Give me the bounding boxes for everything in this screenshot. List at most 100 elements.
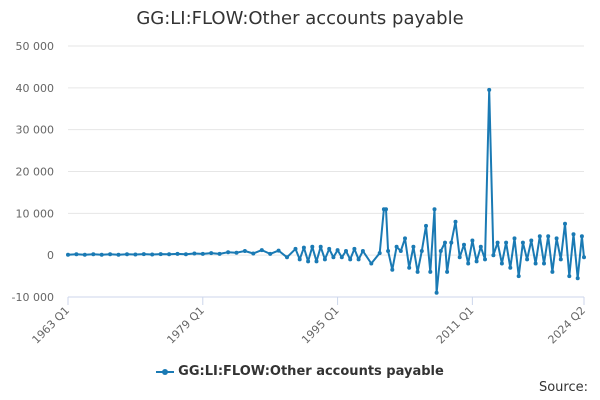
- data-point[interactable]: [508, 265, 513, 270]
- data-point[interactable]: [457, 255, 462, 260]
- data-point[interactable]: [318, 244, 323, 249]
- data-point[interactable]: [116, 252, 121, 257]
- data-point[interactable]: [558, 257, 563, 262]
- data-point[interactable]: [491, 253, 496, 258]
- data-point[interactable]: [167, 252, 172, 257]
- data-point[interactable]: [99, 252, 104, 257]
- data-point[interactable]: [133, 252, 138, 257]
- data-point[interactable]: [434, 290, 439, 295]
- data-point[interactable]: [438, 249, 443, 253]
- data-point[interactable]: [432, 207, 437, 212]
- data-point[interactable]: [66, 252, 70, 257]
- data-point[interactable]: [322, 257, 327, 262]
- data-point[interactable]: [542, 261, 546, 266]
- data-point[interactable]: [516, 274, 521, 279]
- data-point[interactable]: [546, 234, 551, 239]
- data-point[interactable]: [443, 240, 447, 245]
- data-point[interactable]: [242, 249, 247, 253]
- data-point[interactable]: [415, 269, 420, 274]
- data-point[interactable]: [91, 252, 96, 257]
- data-point[interactable]: [537, 234, 542, 239]
- data-point[interactable]: [419, 249, 424, 253]
- data-point[interactable]: [356, 257, 361, 262]
- data-point[interactable]: [478, 244, 483, 249]
- data-point[interactable]: [285, 255, 289, 260]
- data-point[interactable]: [428, 269, 433, 274]
- data-point[interactable]: [74, 252, 79, 257]
- data-point[interactable]: [411, 244, 416, 249]
- legend[interactable]: GG:LI:FLOW:Other accounts payable: [0, 364, 600, 379]
- data-point[interactable]: [407, 265, 412, 270]
- data-point[interactable]: [466, 261, 471, 266]
- data-point[interactable]: [352, 246, 357, 251]
- data-point[interactable]: [474, 259, 479, 264]
- data-point[interactable]: [297, 257, 302, 262]
- data-point[interactable]: [293, 246, 298, 251]
- data-point[interactable]: [398, 249, 403, 253]
- data-point[interactable]: [82, 252, 87, 257]
- data-point[interactable]: [276, 248, 281, 253]
- data-point[interactable]: [183, 252, 188, 257]
- data-point[interactable]: [579, 234, 584, 239]
- data-point[interactable]: [301, 245, 306, 250]
- data-point[interactable]: [234, 250, 239, 255]
- data-point[interactable]: [520, 240, 525, 245]
- data-point[interactable]: [327, 246, 332, 251]
- data-point[interactable]: [567, 274, 572, 279]
- data-point[interactable]: [384, 207, 388, 212]
- data-point[interactable]: [141, 252, 146, 257]
- data-point[interactable]: [310, 244, 315, 249]
- data-point[interactable]: [487, 87, 492, 92]
- data-point[interactable]: [499, 261, 504, 266]
- x-tick-label: 1963 Q1: [30, 304, 73, 347]
- data-point[interactable]: [470, 238, 475, 243]
- data-point[interactable]: [209, 251, 214, 256]
- data-point[interactable]: [554, 236, 559, 241]
- data-point[interactable]: [453, 219, 458, 224]
- data-point[interactable]: [424, 223, 428, 228]
- x-tick-label: 1979 Q1: [164, 304, 207, 347]
- data-point[interactable]: [339, 255, 344, 260]
- data-point[interactable]: [344, 249, 348, 253]
- data-point[interactable]: [150, 252, 155, 257]
- data-point[interactable]: [563, 221, 567, 226]
- data-point[interactable]: [394, 244, 399, 249]
- data-point[interactable]: [175, 251, 180, 256]
- data-point[interactable]: [483, 257, 487, 262]
- data-point[interactable]: [533, 261, 538, 266]
- data-point[interactable]: [386, 249, 391, 253]
- data-point[interactable]: [369, 261, 374, 266]
- data-point[interactable]: [306, 259, 311, 264]
- data-point[interactable]: [495, 240, 500, 245]
- data-point[interactable]: [504, 240, 509, 245]
- data-point[interactable]: [268, 251, 273, 256]
- data-point[interactable]: [390, 267, 395, 272]
- data-point[interactable]: [445, 269, 450, 274]
- data-point[interactable]: [348, 257, 353, 262]
- data-point[interactable]: [314, 259, 319, 264]
- data-point[interactable]: [529, 238, 534, 243]
- data-point[interactable]: [403, 236, 407, 241]
- data-point[interactable]: [512, 236, 517, 241]
- data-point[interactable]: [377, 251, 382, 256]
- data-point[interactable]: [525, 257, 530, 262]
- data-point[interactable]: [571, 232, 576, 237]
- data-point[interactable]: [158, 252, 163, 257]
- data-point[interactable]: [449, 240, 454, 245]
- y-tick-label: -10 000: [12, 291, 54, 304]
- data-point[interactable]: [335, 248, 340, 253]
- data-point[interactable]: [331, 255, 336, 260]
- data-point[interactable]: [462, 242, 466, 247]
- data-point[interactable]: [582, 255, 586, 260]
- data-point[interactable]: [108, 252, 113, 257]
- data-point[interactable]: [200, 251, 205, 256]
- data-point[interactable]: [550, 269, 555, 274]
- data-point[interactable]: [192, 251, 197, 256]
- data-point[interactable]: [251, 251, 256, 256]
- data-point[interactable]: [259, 248, 264, 253]
- data-point[interactable]: [217, 251, 222, 256]
- data-point[interactable]: [226, 250, 231, 255]
- data-point[interactable]: [360, 249, 365, 253]
- data-point[interactable]: [575, 276, 580, 281]
- data-point[interactable]: [125, 252, 129, 257]
